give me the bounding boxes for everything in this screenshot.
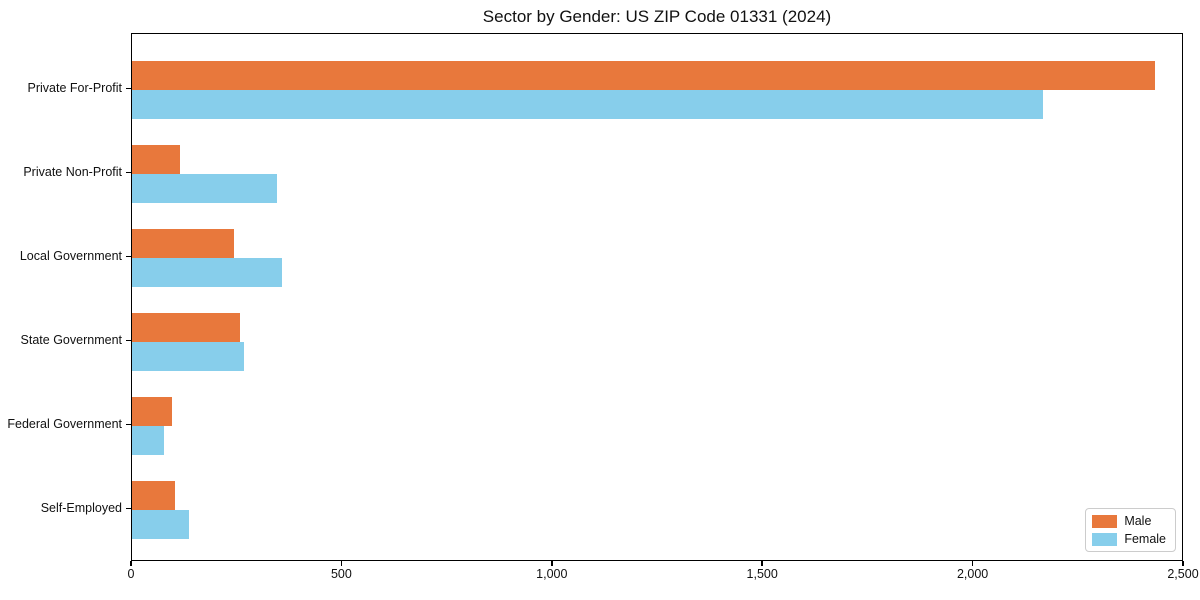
ytick-label-private-for-profit: Private For-Profit: [27, 80, 122, 95]
bar-male-private-for-profit: [132, 60, 1155, 90]
ytick-mark: [126, 507, 131, 510]
xtick-label-2000: 2,000: [956, 567, 989, 581]
xtick-mark: [761, 561, 763, 566]
bar-female-local-government: [132, 257, 282, 287]
bar-male-self-employed: [132, 480, 175, 510]
bar-male-state-government: [132, 312, 240, 342]
bar-male-private-non-profit: [132, 144, 181, 174]
xtick-label-500: 500: [330, 567, 352, 581]
ytick-mark: [126, 87, 131, 90]
xtick-label-1500: 1,500: [746, 567, 778, 581]
legend: Male Female: [1085, 508, 1176, 552]
ytick-label-federal-government: Federal Government: [7, 416, 122, 431]
bar-female-self-employed: [132, 509, 190, 539]
chart-title: Sector by Gender: US ZIP Code 01331 (202…: [482, 7, 832, 26]
xtick-label-0: 0: [127, 567, 135, 581]
xtick-mark: [130, 561, 132, 566]
bar-male-federal-government: [132, 396, 173, 426]
ytick-mark: [126, 255, 131, 258]
xtick-label-2500: 2,500: [1167, 567, 1199, 581]
bar-male-local-government: [132, 228, 234, 258]
ytick-mark: [126, 423, 131, 426]
plot-area: Male Female: [131, 33, 1183, 561]
ytick-label-private-non-profit: Private Non-Profit: [23, 164, 122, 179]
bar-female-state-government: [132, 341, 244, 371]
legend-swatch-female: [1092, 532, 1118, 546]
xtick-mark: [551, 561, 553, 566]
bar-female-private-non-profit: [132, 173, 278, 203]
ytick-label-state-government: State Government: [20, 332, 122, 347]
ytick-label-local-government: Local Government: [19, 248, 122, 263]
bar-female-federal-government: [132, 425, 165, 455]
xtick-label-1000: 1,000: [536, 567, 568, 581]
xtick-mark: [340, 561, 343, 566]
xtick-mark: [1182, 561, 1184, 566]
legend-swatch-male: [1092, 514, 1118, 528]
ytick-mark: [126, 339, 131, 342]
legend-label-female: Female: [1124, 532, 1166, 546]
ytick-label-self-employed: Self-Employed: [40, 500, 122, 515]
legend-entry-male: Male: [1092, 514, 1166, 528]
legend-label-male: Male: [1124, 514, 1152, 528]
xtick-mark: [971, 561, 974, 566]
bar-female-private-for-profit: [132, 89, 1043, 119]
legend-entry-female: Female: [1092, 532, 1166, 546]
ytick-mark: [126, 171, 131, 174]
